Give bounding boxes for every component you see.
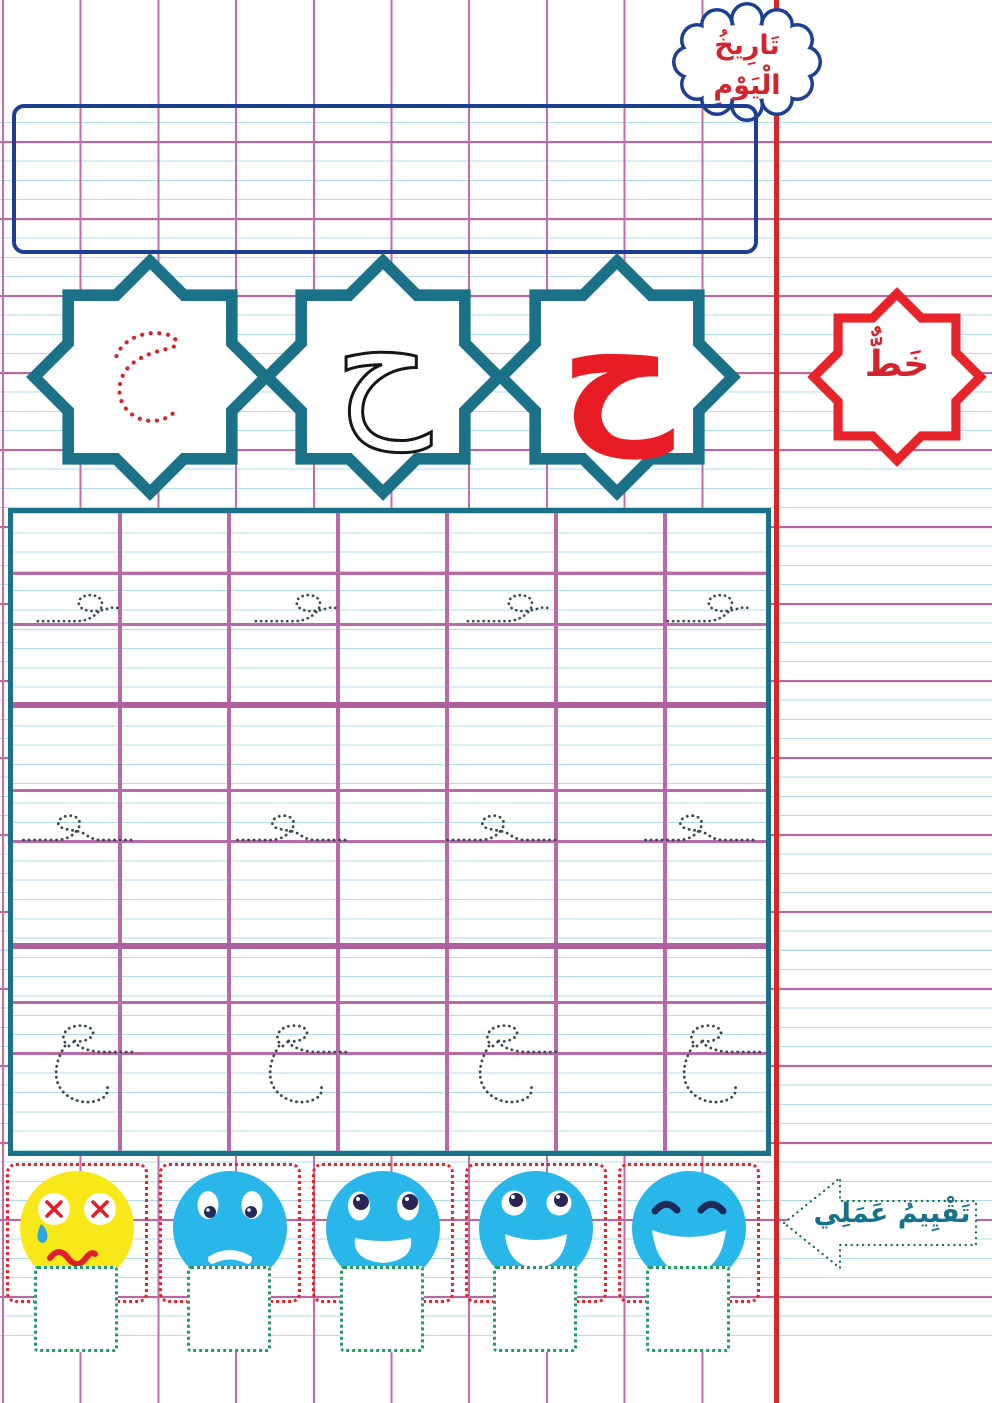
trace-letter-initial: [36, 593, 122, 623]
star-khat: [807, 287, 987, 467]
rating-option-4[interactable]: [465, 1163, 607, 1303]
trace-letter-final: [54, 1024, 137, 1104]
trace-letter-medial: [236, 814, 350, 842]
star-dotted-letter: [26, 253, 274, 501]
trace-letter-initial: [666, 593, 752, 623]
sad-face-icon: [173, 1171, 287, 1285]
grid-line: [13, 572, 766, 575]
solid-letter-haa: ح: [560, 275, 674, 459]
trace-letter-medial: [644, 814, 758, 842]
practice-grid[interactable]: [8, 508, 771, 1156]
red-margin-line: [774, 0, 779, 1403]
trace-letter-final: [682, 1024, 765, 1104]
practice-grid-lines: [13, 513, 766, 1151]
grid-baseline-row3: [13, 1052, 766, 1055]
trace-letter-medial: [446, 814, 560, 842]
rating-checkbox-2[interactable]: [187, 1266, 271, 1352]
rating-option-5[interactable]: [618, 1163, 760, 1303]
star-solid-letter: [493, 253, 741, 501]
smiling-face-icon: [479, 1171, 593, 1285]
rating-option-3[interactable]: [312, 1163, 454, 1303]
trace-letter-medial: [22, 814, 136, 842]
rating-checkbox-4[interactable]: [493, 1266, 577, 1352]
trace-letter-initial: [254, 593, 340, 623]
laughing-face-icon: [632, 1171, 746, 1285]
trace-letter-initial: [466, 593, 552, 623]
dead-crying-face-icon: [20, 1171, 134, 1285]
trace-letter-final: [478, 1024, 561, 1104]
grid-line: [13, 1001, 766, 1004]
rating-checkbox-5[interactable]: [646, 1266, 730, 1352]
open-mouth-face-icon: [326, 1171, 440, 1285]
grid-line: [13, 789, 766, 792]
evaluation-arrow: [782, 1176, 978, 1270]
evaluation-arrow-label: تَقْيِيمُ عَمَلِي: [813, 1198, 971, 1229]
grid-baseline-row1: [13, 623, 766, 626]
date-input-box[interactable]: [12, 104, 758, 254]
date-cloud-line2: الْيَوْمِ: [713, 64, 781, 106]
outline-letter-haa: ح: [333, 278, 433, 452]
khat-label: خَطٌّ: [864, 344, 930, 385]
grid-row-separator: [13, 702, 766, 708]
rating-checkbox-1[interactable]: [34, 1266, 118, 1352]
rating-checkbox-3[interactable]: [340, 1266, 424, 1352]
grid-row-separator: [13, 943, 766, 949]
date-cloud-line1: تَارِيخُ: [714, 29, 779, 65]
grid-baseline-row2: [13, 840, 766, 843]
trace-letter-final: [268, 1024, 351, 1104]
star-outline-letter: [259, 253, 507, 501]
